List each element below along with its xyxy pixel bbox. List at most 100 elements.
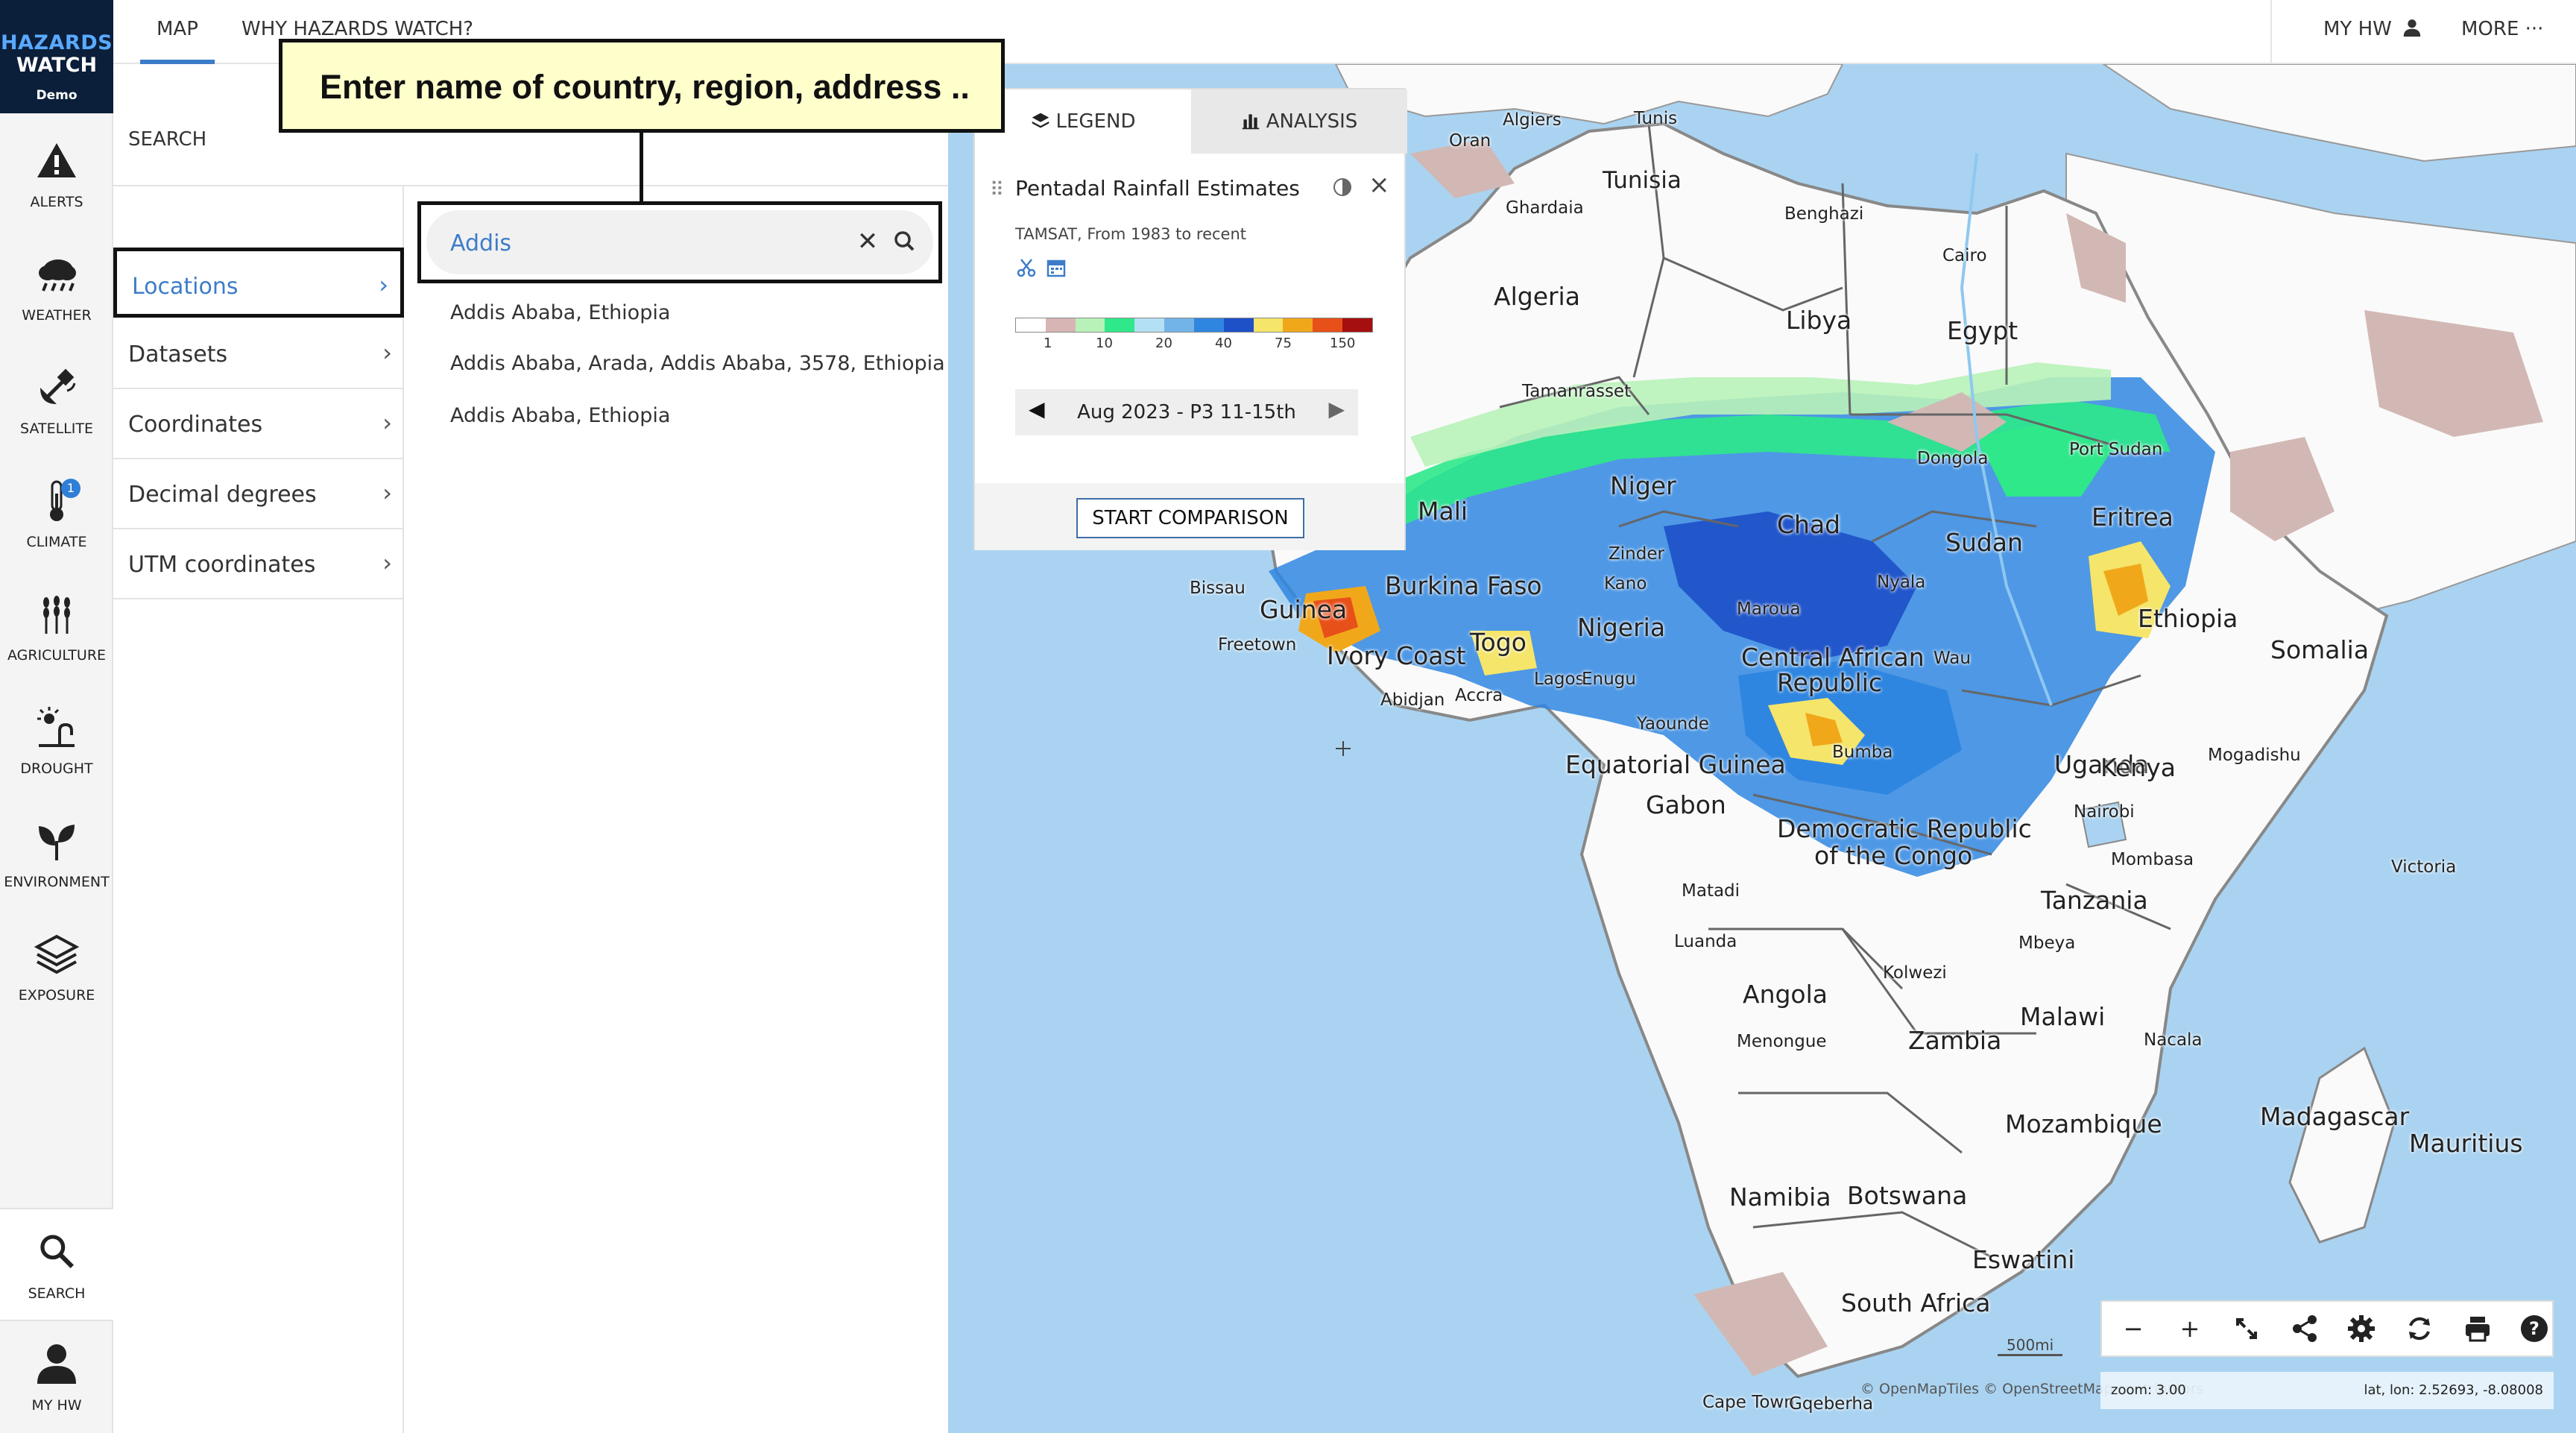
map-label-city: Abidjan bbox=[1380, 690, 1445, 710]
date-label[interactable]: Aug 2023 - P3 11-15th bbox=[1077, 401, 1296, 423]
rail-label: CLIMATE bbox=[26, 534, 87, 550]
chevron-right-icon: › bbox=[382, 409, 392, 437]
more-menu[interactable]: MORE ··· bbox=[2461, 18, 2544, 40]
tab-why-hazards-watch[interactable]: WHY HAZARDS WATCH? bbox=[242, 18, 474, 40]
search-input[interactable] bbox=[449, 227, 836, 259]
category-label: Coordinates bbox=[128, 412, 263, 438]
tab-legend[interactable]: LEGEND bbox=[975, 89, 1191, 154]
legend-footer: START COMPARISON bbox=[975, 483, 1404, 550]
map-label-country: Mali bbox=[1418, 497, 1468, 526]
app-logo[interactable]: HAZARDS WATCH Demo bbox=[0, 0, 113, 113]
rail-label: SEARCH bbox=[28, 1285, 86, 1302]
map-label-country: Namibia bbox=[1729, 1182, 1831, 1212]
search-result[interactable]: Addis Ababa, Arada, Addis Ababa, 3578, E… bbox=[450, 352, 945, 375]
rainfall-colorbar bbox=[1015, 318, 1373, 333]
zoom-in-icon[interactable]: + bbox=[2179, 1314, 2200, 1343]
gear-icon[interactable] bbox=[2345, 1312, 2378, 1345]
chevron-right-icon: › bbox=[382, 338, 392, 367]
share-icon[interactable] bbox=[2288, 1312, 2321, 1345]
rail-item-climate[interactable]: 1 CLIMATE bbox=[0, 459, 113, 571]
map-label-country: Angola bbox=[1743, 980, 1828, 1009]
scissors-icon[interactable] bbox=[1015, 256, 1038, 279]
my-hw-menu[interactable]: MY HW bbox=[2323, 18, 2422, 40]
colorbar-label: 10 bbox=[1096, 336, 1113, 351]
rail-item-satellite[interactable]: SATELLITE bbox=[0, 346, 113, 458]
help-icon[interactable]: ? bbox=[2518, 1312, 2551, 1345]
my-hw-label: MY HW bbox=[2323, 18, 2392, 40]
logo-line-2: WATCH bbox=[16, 54, 98, 77]
rail-item-drought[interactable]: DROUGHT bbox=[0, 686, 113, 798]
category-decimal-degrees[interactable]: Decimal degrees › bbox=[113, 459, 404, 529]
rail-item-agriculture[interactable]: AGRICULTURE bbox=[0, 573, 113, 684]
map-label-city: Cairo bbox=[1942, 246, 1987, 265]
map-label-city: Bumba bbox=[1832, 743, 1893, 762]
left-rail: HAZARDS WATCH Demo ALERTS WEATHER SATELL… bbox=[0, 0, 113, 1433]
print-icon[interactable] bbox=[2461, 1312, 2494, 1345]
map-label-country: Mozambique bbox=[2005, 1109, 2162, 1138]
tab-analysis[interactable]: ANALYSIS bbox=[1191, 89, 1407, 154]
svg-text:?: ? bbox=[2529, 1318, 2539, 1339]
map-label-city: Cape Town bbox=[1702, 1393, 1795, 1412]
map-label-city: Port Sudan bbox=[2069, 440, 2163, 459]
map-label-country: Tunisia bbox=[1603, 167, 1682, 194]
wheat-icon bbox=[43, 596, 70, 634]
map-label-country: Niger bbox=[1610, 471, 1676, 500]
category-coordinates[interactable]: Coordinates › bbox=[113, 389, 404, 459]
colorbar-swatch bbox=[1105, 318, 1135, 332]
rail-item-exposure[interactable]: EXPOSURE bbox=[0, 913, 113, 1024]
map-label-city: Wau bbox=[1933, 649, 1971, 668]
start-comparison-button[interactable]: START COMPARISON bbox=[1076, 498, 1304, 538]
zoom-out-icon[interactable]: − bbox=[2123, 1314, 2144, 1343]
close-icon[interactable]: × bbox=[1368, 170, 1390, 200]
refresh-icon[interactable] bbox=[2403, 1312, 2436, 1345]
map-label-city: Mbeya bbox=[2018, 933, 2076, 953]
logo-demo: Demo bbox=[36, 88, 78, 103]
opacity-icon[interactable] bbox=[1331, 176, 1354, 198]
map-label-country: Botswana bbox=[1847, 1181, 1968, 1210]
user-icon bbox=[37, 1344, 76, 1384]
satellite-icon bbox=[40, 368, 76, 404]
rail-item-environment[interactable]: ENVIRONMENT bbox=[0, 799, 113, 911]
rail-label: ALERTS bbox=[30, 194, 83, 210]
rail-label: MY HW bbox=[31, 1397, 82, 1414]
previous-date-icon[interactable]: ◀ bbox=[1029, 397, 1045, 421]
map-label-city: Kolwezi bbox=[1883, 963, 1947, 983]
category-label: Datasets bbox=[128, 341, 228, 368]
map-label-country: South Africa bbox=[1841, 1288, 1991, 1317]
zoom-readout: zoom: 3.00 bbox=[2111, 1382, 2186, 1398]
next-date-icon[interactable]: ▶ bbox=[1328, 397, 1345, 421]
alert-icon bbox=[37, 143, 76, 177]
colorbar-swatch bbox=[1164, 318, 1194, 332]
category-locations[interactable]: Locations › bbox=[113, 248, 404, 318]
map-label-city: Ghardaia bbox=[1506, 198, 1584, 218]
map-label-country: Togo bbox=[1470, 628, 1527, 657]
tab-map[interactable]: MAP bbox=[140, 18, 215, 64]
search-result[interactable]: Addis Ababa, Ethiopia bbox=[450, 301, 671, 324]
drag-handle-icon[interactable]: ⠿ bbox=[990, 179, 1005, 201]
map-label-country: Chad bbox=[1777, 510, 1841, 539]
chevron-right-icon: › bbox=[379, 271, 388, 299]
colorbar-swatch bbox=[1045, 318, 1076, 332]
map-label-country: Sudan bbox=[1945, 528, 2023, 557]
rail-item-myhw[interactable]: MY HW bbox=[0, 1320, 113, 1432]
clear-icon[interactable]: ✕ bbox=[856, 227, 879, 256]
colorbar-label: 1 bbox=[1044, 336, 1052, 351]
map-label-country: Kenya bbox=[2100, 753, 2176, 782]
fullscreen-icon[interactable] bbox=[2230, 1312, 2263, 1345]
search-result[interactable]: Addis Ababa, Ethiopia bbox=[450, 404, 671, 427]
category-label: UTM coordinates bbox=[128, 552, 316, 578]
colorbar-label: 75 bbox=[1275, 336, 1292, 351]
search-panel-title: SEARCH bbox=[128, 128, 207, 151]
rail-item-weather[interactable]: WEATHER bbox=[0, 233, 113, 344]
rail-item-alerts[interactable]: ALERTS bbox=[0, 119, 113, 231]
search-icon[interactable] bbox=[888, 225, 921, 258]
category-datasets[interactable]: Datasets › bbox=[113, 319, 404, 389]
colorbar-swatch bbox=[1075, 318, 1105, 332]
rail-item-search[interactable]: SEARCH bbox=[0, 1208, 113, 1320]
rail-label: ENVIRONMENT bbox=[4, 874, 110, 890]
calendar-icon[interactable] bbox=[1045, 256, 1067, 279]
rail-label: AGRICULTURE bbox=[7, 647, 107, 664]
map-label-country: Uganda bbox=[2054, 750, 2150, 779]
map-label-city: Accra bbox=[1455, 686, 1503, 705]
category-utm-coordinates[interactable]: UTM coordinates › bbox=[113, 529, 404, 599]
